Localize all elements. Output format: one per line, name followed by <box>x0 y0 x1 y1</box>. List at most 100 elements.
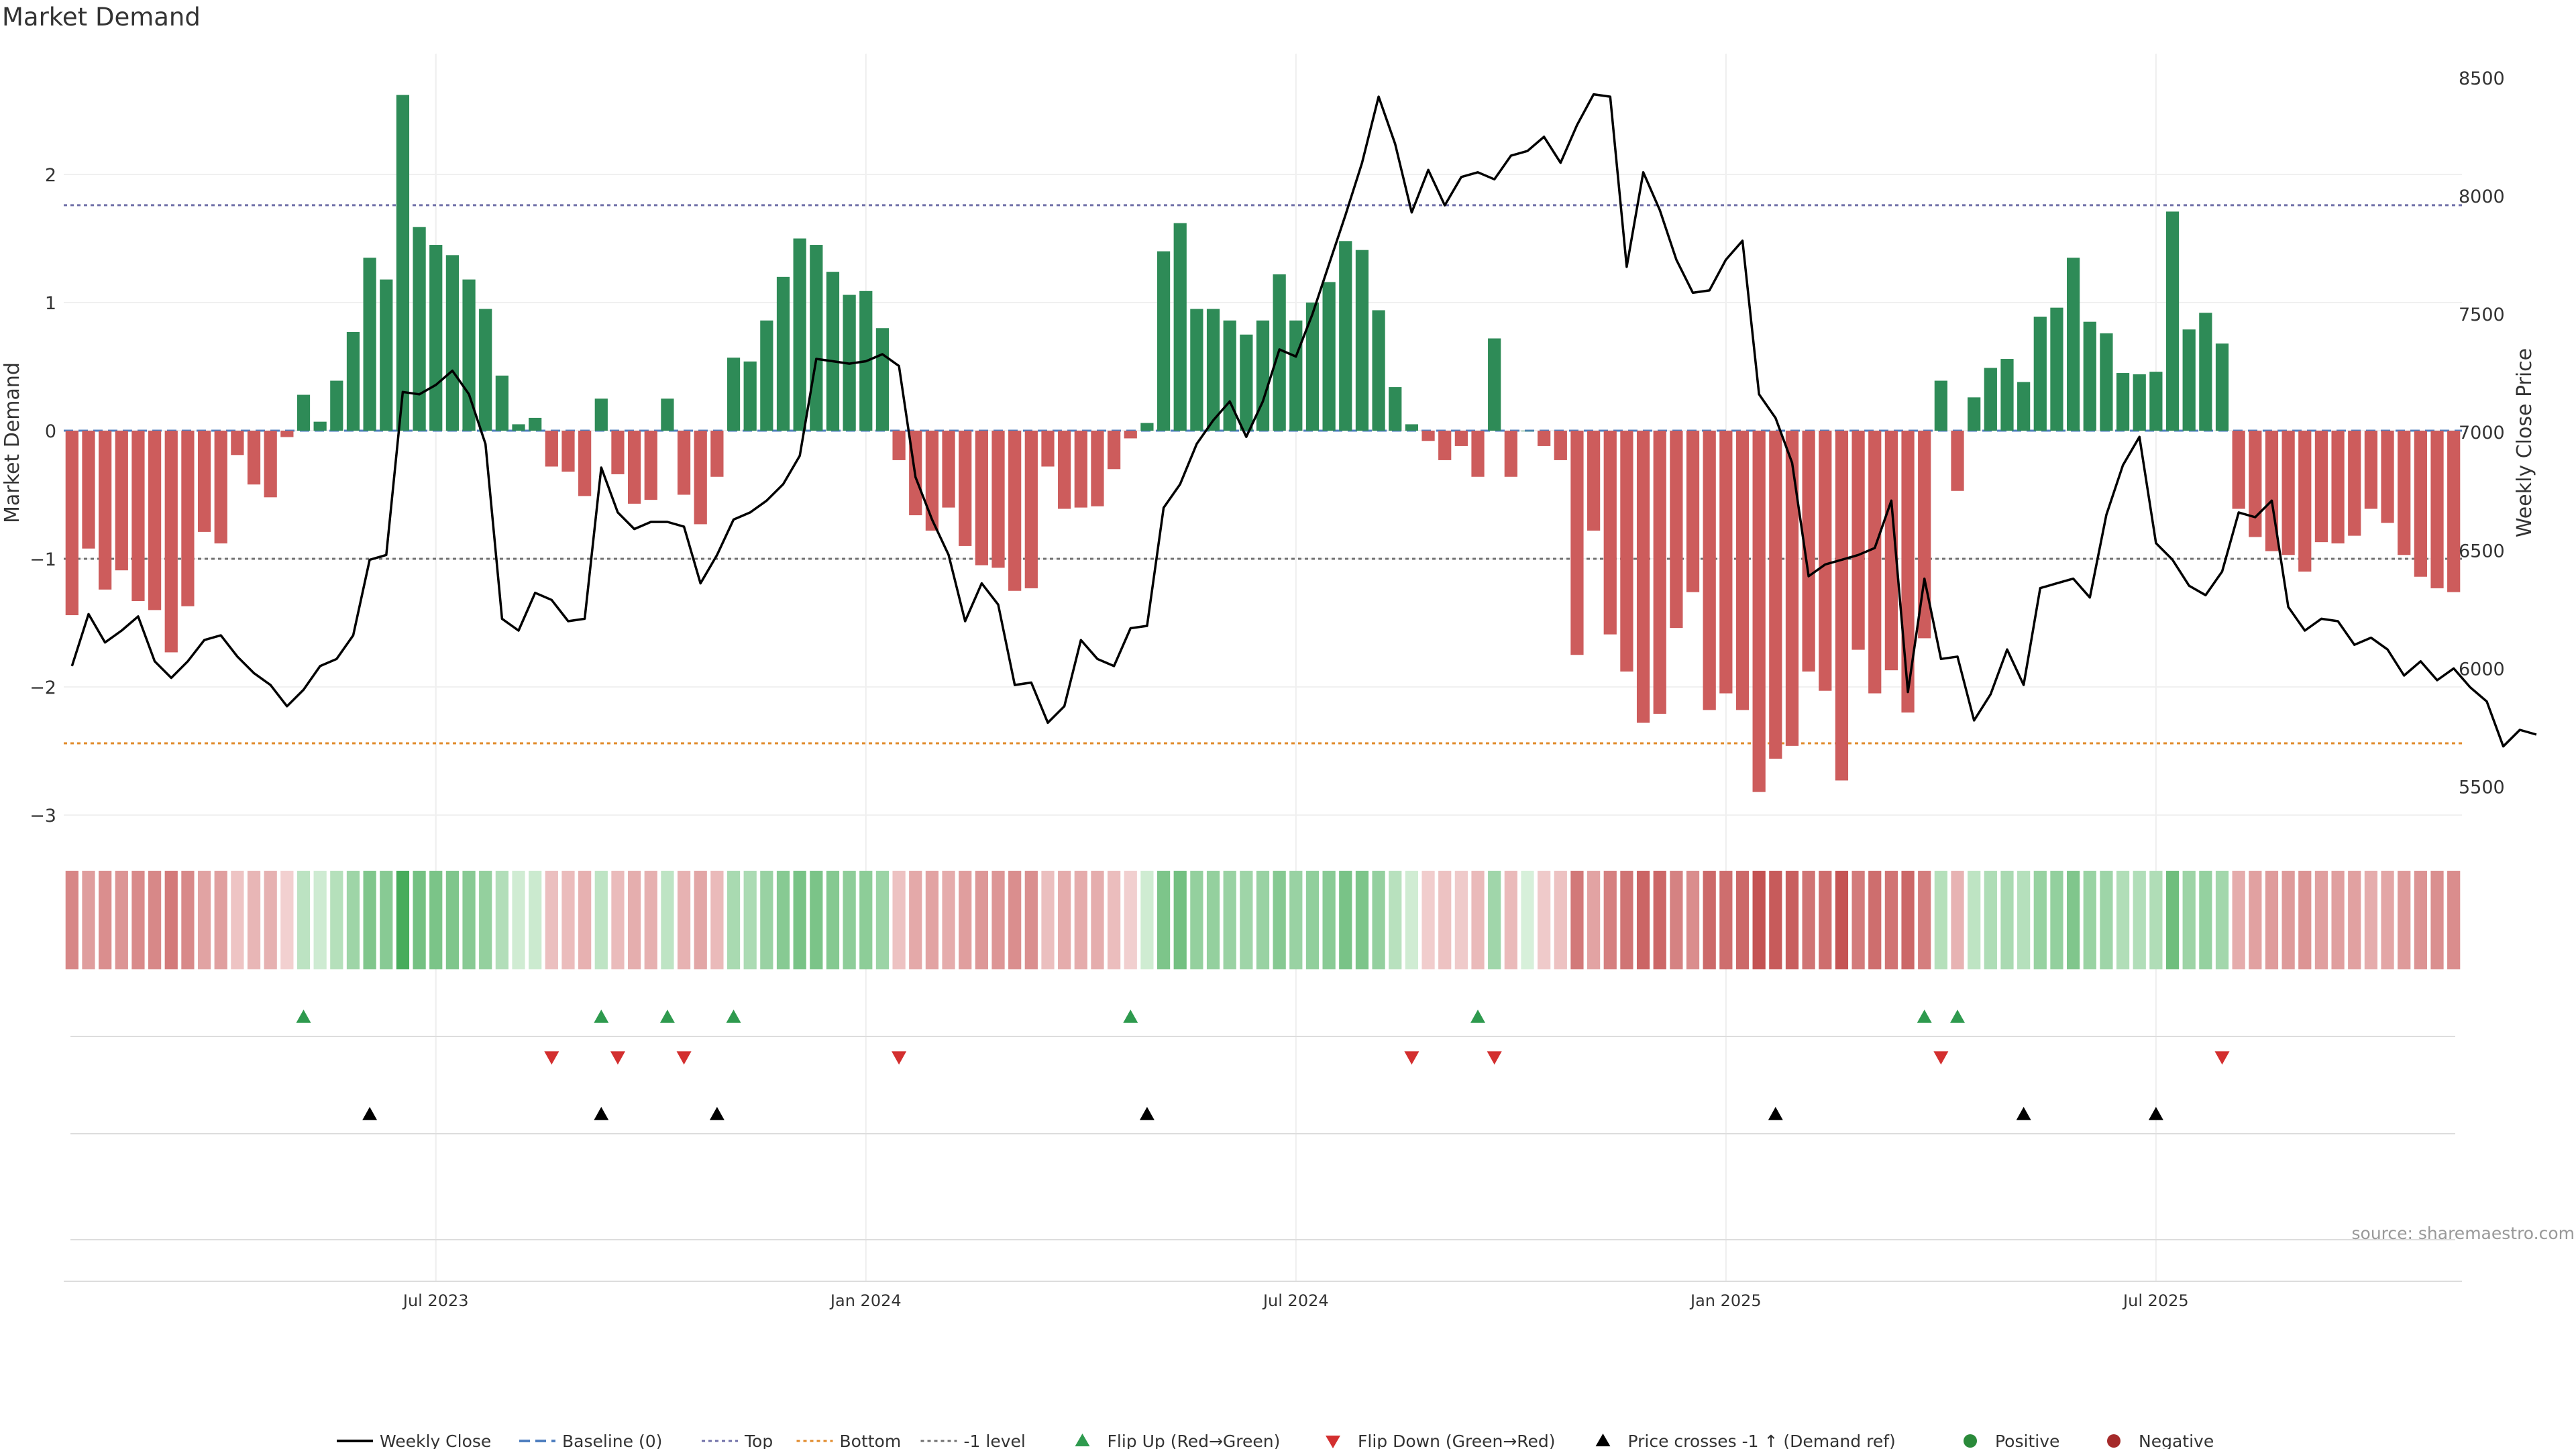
heat-cell <box>810 871 823 969</box>
heat-cell <box>148 871 162 969</box>
heat-cell <box>479 871 492 969</box>
demand-bar-positive <box>2066 258 2080 431</box>
heat-cell <box>1438 871 1452 969</box>
demand-bar-negative <box>2430 431 2444 588</box>
flip-down-marker <box>2214 1051 2230 1065</box>
demand-bar-negative <box>1653 431 1666 714</box>
heat-cell <box>65 871 78 969</box>
legend-label: Baseline (0) <box>562 1432 662 1449</box>
flip-up-marker <box>1470 1010 1486 1023</box>
demand-bar-positive <box>2017 382 2031 431</box>
heat-cell <box>2066 871 2080 969</box>
heat-cell <box>1769 871 1782 969</box>
heat-cell <box>1984 871 1997 969</box>
demand-bar-negative <box>561 431 575 472</box>
left-tick-label: 2 <box>45 165 56 186</box>
legend-label: Price crosses -1 ↑ (Demand ref) <box>1628 1432 1896 1449</box>
legend-swatch-triangle-down <box>1326 1436 1340 1448</box>
demand-bar-positive <box>2165 211 2180 431</box>
weekly-close-line <box>70 93 2537 748</box>
demand-bar-positive <box>2133 374 2146 431</box>
event-markers <box>70 1010 2455 1240</box>
heat-cell <box>1636 871 1650 969</box>
demand-bar-negative <box>694 431 707 525</box>
demand-bar-positive <box>1240 334 1253 431</box>
legend-label: Flip Down (Green→Red) <box>1358 1432 1556 1449</box>
demand-bar-negative <box>181 431 195 606</box>
demand-bar-negative <box>1918 431 1931 639</box>
demand-bar-negative <box>1091 431 1104 506</box>
demand-bar-negative <box>1024 431 1038 588</box>
heat-cell <box>1538 871 1551 969</box>
demand-bar-positive <box>1968 397 1981 431</box>
heat-cell <box>1355 871 1369 969</box>
right-tick-label: 7000 <box>2459 423 2505 443</box>
flip-down-marker <box>1487 1051 1502 1065</box>
x-tick-label: Jan 2024 <box>829 1291 902 1310</box>
heat-cell <box>1124 871 1137 969</box>
demand-bar-negative <box>942 431 955 508</box>
weekly-close-path <box>70 93 2537 748</box>
heat-cell <box>2314 871 2328 969</box>
heat-cell <box>1835 871 1849 969</box>
heat-cell <box>959 871 972 969</box>
demand-bar-negative <box>1735 431 1750 710</box>
heat-cell <box>313 871 327 969</box>
demand-bar-positive <box>2182 329 2196 431</box>
right-tick-label: 5500 <box>2459 777 2505 798</box>
heat-cell <box>2265 871 2279 969</box>
flip-down-marker <box>1933 1051 1949 1065</box>
demand-bar-negative <box>2414 431 2427 577</box>
heat-cell <box>2000 871 2014 969</box>
heat-cell <box>462 871 476 969</box>
demand-bar-negative <box>1570 431 1584 655</box>
demand-bar-negative <box>197 431 211 532</box>
heat-cell <box>2414 871 2427 969</box>
heat-cell <box>677 871 691 969</box>
demand-bar-negative <box>1538 431 1551 446</box>
legend-swatch-circle <box>1964 1434 1977 1448</box>
heat-cell <box>661 871 674 969</box>
demand-bar-negative <box>1769 431 1782 759</box>
demand-bar-positive <box>2033 317 2047 431</box>
heat-cell <box>545 871 558 969</box>
legend-label: Bottom <box>840 1432 902 1449</box>
heat-cell <box>875 871 890 969</box>
demand-bar-negative <box>1851 431 1865 650</box>
demand-bar-positive <box>2199 313 2212 431</box>
heat-cell <box>1686 871 1700 969</box>
heat-cell <box>892 871 906 969</box>
heat-cell <box>115 871 128 969</box>
heat-cell <box>363 871 376 969</box>
heat-cell <box>1041 871 1055 969</box>
demand-bar-negative <box>1107 431 1121 470</box>
heat-cell <box>2331 871 2345 969</box>
demand-bar-negative <box>1752 431 1766 792</box>
demand-bar-positive <box>1157 251 1171 431</box>
demand-bar-positive <box>743 361 757 431</box>
demand-bar-positive <box>1934 380 1947 431</box>
demand-bar-negative <box>1835 431 1849 781</box>
demand-bar-negative <box>1719 431 1733 694</box>
heat-cell <box>2430 871 2444 969</box>
heat-cell <box>1157 871 1171 969</box>
demand-bar-negative <box>2232 431 2245 509</box>
heat-cell <box>2364 871 2378 969</box>
heat-cell <box>297 871 311 969</box>
demand-bar-negative <box>1421 431 1435 441</box>
price-cross-marker <box>2148 1107 2163 1120</box>
demand-bar-positive <box>2050 307 2063 431</box>
demand-bar-positive <box>594 398 608 431</box>
heat-cell <box>413 871 426 969</box>
heat-cell <box>512 871 525 969</box>
demand-bar-positive <box>1488 338 1501 431</box>
heat-cell <box>1901 871 1915 969</box>
legend-label: -1 level <box>964 1432 1026 1449</box>
heat-cell <box>396 871 410 969</box>
demand-bar-negative <box>82 431 95 549</box>
heat-cell <box>925 871 939 969</box>
heat-cell <box>1024 871 1038 969</box>
flip-down-marker <box>610 1051 625 1065</box>
demand-bar-positive <box>1190 309 1203 431</box>
demand-bar-positive <box>826 272 840 431</box>
